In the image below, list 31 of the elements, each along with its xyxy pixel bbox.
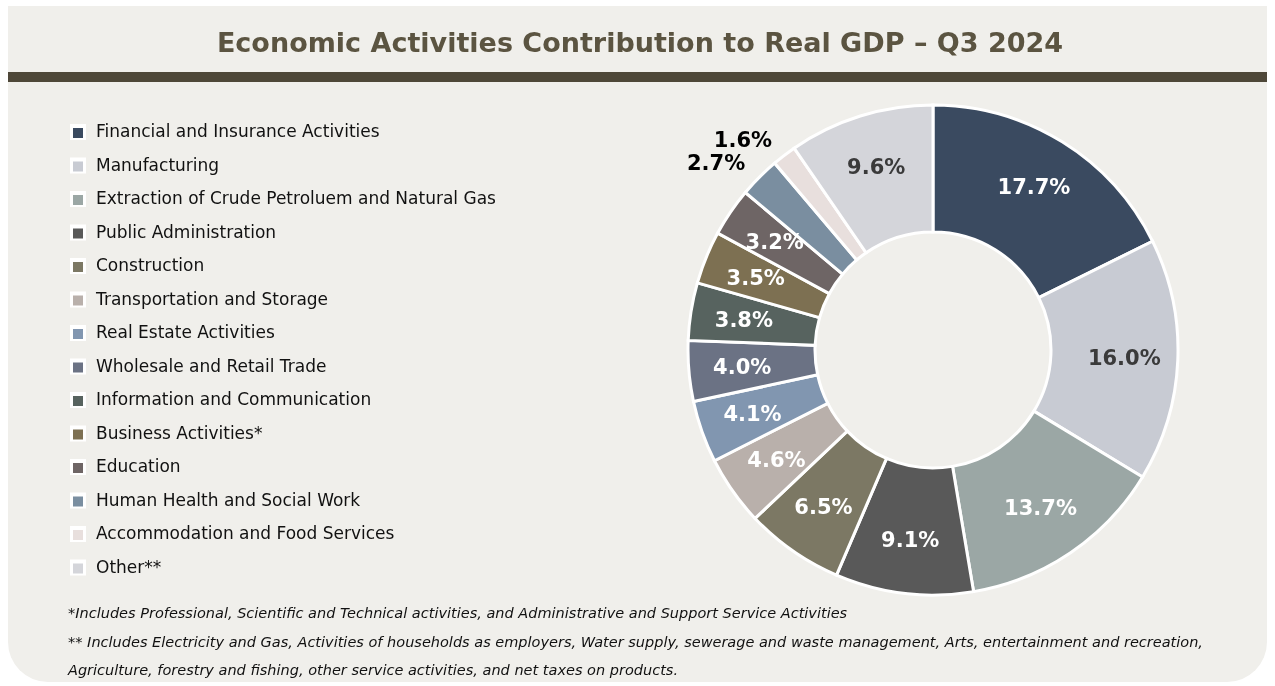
legend-label: Business Activities*	[96, 422, 263, 443]
chart-title: Economic Activities Contribution to Real GDP – Q3 2024	[216, 27, 1064, 58]
legend-label: Manufacturing	[96, 154, 220, 175]
text: ** Includes Electricity and Gas, Activities of households as employers, Water supply, sewerage and waste management, Arts, entertainment and recreation, Agriculture, forestry and fishing, other service activities, and net taxes on products.	[67, 634, 1203, 678]
legend-label: Extraction of Crude Petroluem and Natural Gas	[96, 188, 497, 208]
data-label: 17.7%	[997, 175, 1071, 200]
legend-label: Construction	[96, 255, 205, 275]
data-label: 3.2%	[745, 230, 804, 255]
data-label: 6.5%	[794, 495, 853, 520]
legend-label: Wholesale and Retail Trade	[96, 355, 327, 376]
legend-label: Real Estate Activities	[96, 322, 275, 342]
legend-label: Education	[96, 456, 181, 476]
legend-label: Financial and Insurance Activities	[96, 121, 380, 141]
data-label: 13.7%	[1004, 496, 1077, 521]
data-label: 3.5%	[726, 265, 785, 290]
data-label: 9.6%	[847, 155, 906, 180]
text: *Includes Professional, Scientific and Technical activities, and Administrative and Support Service Activities	[68, 605, 848, 621]
data-label: 4.6%	[747, 448, 806, 473]
legend-label: Other**	[96, 556, 162, 577]
data-label: 9.1%	[881, 528, 940, 553]
legend-label: Information and Communication	[96, 389, 372, 409]
data-label: 4.0%	[713, 354, 772, 379]
data-label: 3.8%	[714, 307, 774, 332]
data-label: 16.0%	[1087, 346, 1161, 371]
data-label: 4.1%	[723, 401, 782, 426]
legend-label: Transportation and Storage	[95, 288, 329, 309]
data-label: 1.6%	[713, 127, 773, 152]
legend-label: Public Administration	[96, 221, 277, 242]
data-label: 2.7%	[686, 151, 746, 176]
legend-label: Human Health and Social Work	[96, 489, 361, 510]
legend-label: Accommodation and Food Services	[96, 523, 395, 543]
